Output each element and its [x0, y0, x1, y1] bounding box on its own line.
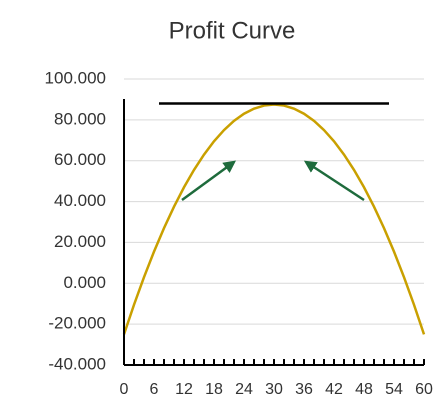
x-tick-label: 12	[175, 381, 193, 398]
y-tick-label: 100.000	[45, 68, 106, 87]
arrow	[303, 160, 365, 202]
y-tick-label: 0.000	[63, 273, 106, 292]
x-tick-label: 42	[325, 381, 343, 398]
y-tick-label: -20.000	[48, 314, 106, 333]
y-tick-label: 80.000	[54, 109, 106, 128]
line-series	[122, 103, 426, 335]
y-tick-label: 20.000	[54, 232, 106, 251]
x-tick-label: 18	[205, 381, 223, 398]
x-tick-label: 30	[265, 381, 283, 398]
x-tick-label: 48	[355, 381, 373, 398]
x-tick-label: 54	[385, 381, 403, 398]
chart-title: Profit Curve	[169, 17, 296, 44]
x-tick-label: 6	[150, 381, 159, 398]
x-tick-label: 24	[235, 381, 253, 398]
x-tick-label: 60	[415, 381, 433, 398]
arrow	[181, 160, 237, 202]
y-tick-label: -40.000	[48, 354, 106, 373]
x-tick-label: 0	[120, 381, 129, 398]
y-tick-label: 60.000	[54, 150, 106, 169]
x-tick-label: 36	[295, 381, 313, 398]
y-tick-label: 40.000	[54, 191, 106, 210]
